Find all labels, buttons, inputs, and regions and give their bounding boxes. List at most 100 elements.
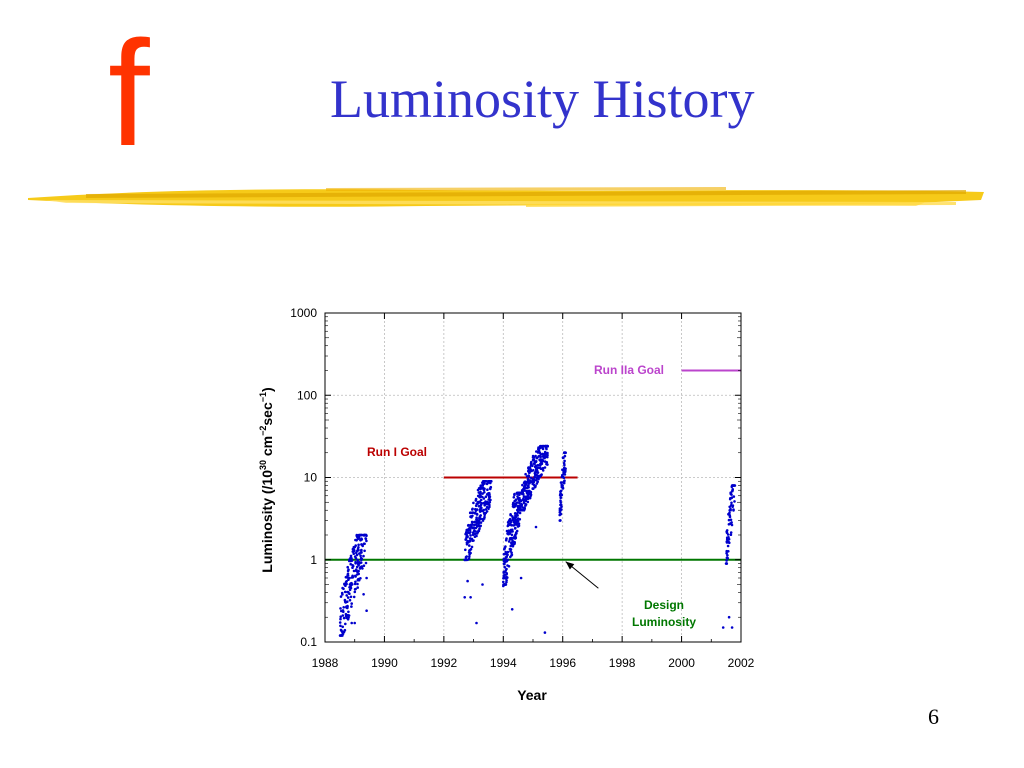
data-point	[559, 492, 562, 496]
data-point	[522, 485, 526, 489]
data-point	[514, 523, 518, 526]
data-point	[360, 565, 363, 568]
data-point	[351, 566, 354, 569]
data-point	[726, 544, 730, 548]
data-point	[561, 456, 565, 459]
data-point	[487, 493, 490, 497]
data-point	[352, 552, 356, 555]
data-point	[511, 544, 515, 548]
data-point	[478, 510, 482, 513]
data-point	[725, 536, 729, 539]
run1-goal-label: Run I Goal	[367, 445, 427, 459]
data-point	[349, 583, 353, 586]
data-point	[543, 450, 547, 454]
data-point	[730, 523, 734, 527]
data-point	[489, 480, 492, 483]
data-point	[527, 482, 531, 485]
data-point	[559, 503, 563, 507]
data-point	[560, 475, 564, 479]
data-point	[727, 537, 731, 541]
data-point	[363, 549, 366, 553]
data-point	[514, 512, 517, 515]
data-point	[727, 523, 731, 526]
data-point	[533, 475, 536, 479]
data-point	[559, 490, 562, 493]
data-point	[502, 584, 505, 588]
data-point	[356, 558, 360, 562]
page-number: 6	[928, 704, 939, 729]
data-point	[725, 529, 729, 532]
data-point	[527, 486, 530, 489]
data-point	[560, 481, 564, 484]
data-point	[523, 506, 526, 510]
data-point	[469, 523, 473, 527]
data-point	[355, 539, 358, 542]
data-point	[510, 553, 514, 557]
data-point	[511, 515, 514, 518]
data-point	[469, 515, 473, 518]
data-point	[468, 526, 472, 529]
data-point	[353, 621, 357, 625]
data-point	[505, 576, 508, 580]
data-point	[511, 539, 514, 542]
data-point	[339, 595, 343, 598]
data-point	[507, 523, 510, 526]
data-point	[728, 505, 731, 509]
data-point	[478, 527, 481, 530]
data-point	[513, 541, 516, 544]
data-point	[463, 558, 467, 562]
data-point	[352, 548, 356, 551]
data-point	[505, 579, 508, 582]
data-point	[339, 615, 343, 618]
data-point	[560, 505, 563, 509]
data-point	[469, 596, 472, 599]
data-point	[527, 496, 530, 499]
data-point	[482, 517, 486, 520]
data-point	[475, 502, 479, 506]
data-point	[348, 586, 352, 589]
data-point	[526, 500, 530, 504]
data-point	[520, 508, 523, 512]
data-point	[562, 476, 566, 480]
data-point	[342, 610, 345, 614]
data-point	[528, 466, 532, 469]
data-point	[531, 454, 535, 458]
data-point	[483, 482, 486, 485]
data-point	[355, 534, 359, 537]
data-point	[543, 444, 547, 448]
data-point	[511, 528, 514, 532]
data-point	[527, 490, 531, 493]
data-point	[341, 614, 345, 617]
data-point	[543, 631, 547, 634]
data-point	[514, 514, 517, 518]
x-tick-label: 1994	[490, 656, 517, 670]
data-point	[481, 495, 484, 499]
data-point	[344, 582, 348, 586]
data-point	[524, 503, 528, 506]
design-luminosity-label-line2: Luminosity	[632, 615, 696, 629]
data-point	[475, 518, 479, 521]
data-point	[725, 562, 729, 565]
data-point	[563, 466, 566, 470]
data-point	[359, 554, 362, 557]
data-point	[731, 489, 734, 493]
data-point	[515, 532, 518, 535]
data-point	[545, 447, 548, 451]
data-point	[560, 508, 563, 511]
data-point	[533, 472, 537, 475]
data-point	[472, 526, 476, 529]
data-point	[358, 533, 362, 537]
data-point	[356, 573, 359, 576]
data-point	[360, 543, 364, 546]
data-point	[564, 469, 567, 473]
data-point	[732, 509, 735, 512]
data-point	[350, 602, 354, 605]
data-point	[504, 550, 508, 554]
data-point	[523, 498, 527, 502]
data-point	[474, 530, 477, 533]
data-point	[466, 539, 470, 543]
data-point	[531, 482, 534, 486]
data-point	[534, 454, 537, 458]
data-point	[353, 588, 357, 591]
